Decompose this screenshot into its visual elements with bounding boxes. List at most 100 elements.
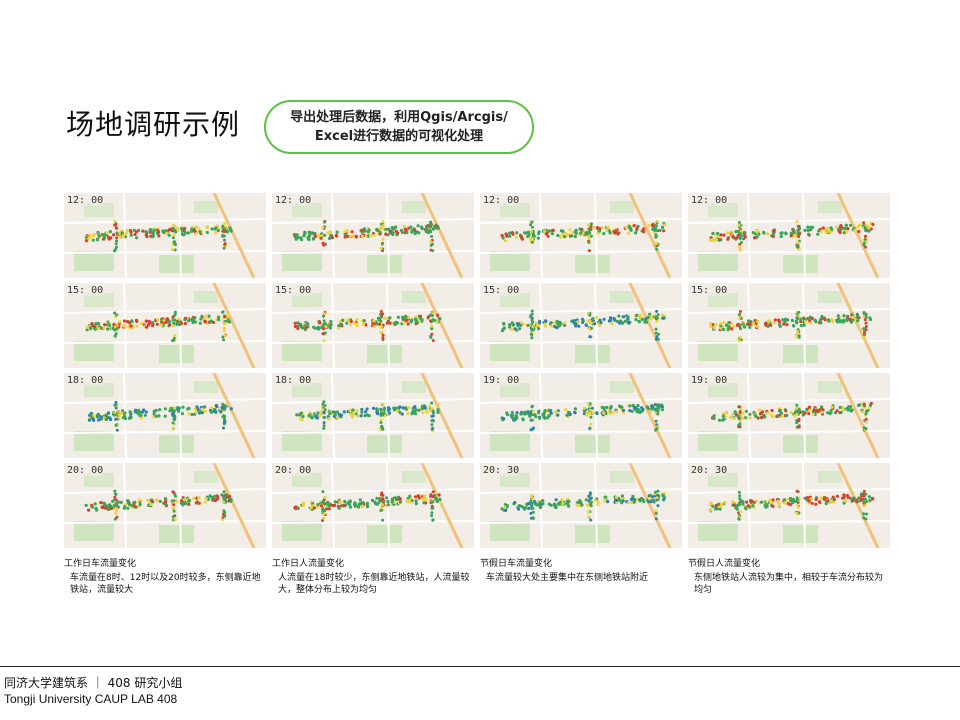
heat-point	[134, 408, 138, 412]
heat-point	[205, 230, 209, 235]
heat-point	[627, 225, 632, 229]
heat-point	[660, 405, 664, 409]
heat-point	[103, 323, 107, 327]
heat-point	[795, 335, 799, 339]
heat-point	[757, 408, 762, 412]
map-park	[292, 203, 322, 217]
heat-point	[211, 498, 215, 502]
map-rail-line	[212, 193, 256, 278]
heat-point	[844, 223, 848, 227]
map-park	[818, 471, 842, 483]
heat-point	[615, 495, 619, 500]
heat-point	[834, 225, 838, 229]
heat-point	[871, 222, 875, 226]
heat-point	[124, 231, 128, 235]
heat-point	[588, 313, 592, 317]
heat-point	[215, 405, 219, 409]
heat-point	[563, 321, 567, 325]
heat-point	[354, 502, 358, 507]
heat-point	[553, 410, 557, 414]
heat-point	[115, 231, 119, 235]
heat-point	[114, 226, 118, 230]
heat-point	[407, 316, 411, 320]
heat-point	[414, 408, 418, 412]
heat-point	[329, 319, 333, 324]
heat-point	[144, 319, 148, 323]
heat-point	[179, 501, 183, 505]
heat-point	[504, 508, 508, 512]
heat-point	[738, 237, 742, 241]
heat-point	[183, 231, 188, 235]
time-label: 18: 00	[67, 375, 104, 386]
footer-divider	[0, 666, 960, 667]
heat-point	[526, 230, 531, 234]
heat-point	[864, 417, 868, 421]
map-road	[64, 250, 266, 254]
time-label: 15: 00	[67, 285, 104, 296]
map-park	[84, 293, 114, 307]
heat-point	[172, 240, 176, 244]
heat-point	[530, 220, 534, 224]
heat-point	[829, 411, 833, 415]
heat-point	[858, 403, 862, 407]
heat-point	[361, 505, 365, 509]
heat-point	[719, 326, 723, 330]
heat-point	[797, 247, 801, 251]
heat-point	[617, 314, 621, 318]
heat-point	[406, 411, 410, 415]
heat-point	[375, 322, 379, 326]
heatmap-panel: 15: 00	[688, 283, 890, 368]
heat-point	[734, 230, 738, 234]
heat-point	[177, 317, 181, 321]
heat-point	[150, 500, 155, 504]
heat-point	[552, 321, 556, 325]
heat-point	[404, 314, 408, 318]
heat-point	[655, 335, 659, 339]
heat-point	[738, 335, 742, 339]
heat-point	[175, 321, 179, 326]
heat-point	[430, 500, 434, 504]
time-label: 12: 00	[275, 195, 312, 206]
heat-point	[381, 333, 385, 337]
heat-point	[371, 406, 376, 410]
heat-point	[429, 494, 433, 498]
heat-point	[431, 518, 435, 522]
heat-point	[321, 226, 325, 230]
heat-point	[627, 501, 631, 505]
heat-point	[379, 421, 383, 424]
heat-point	[214, 226, 218, 230]
heat-point	[431, 506, 435, 510]
heat-point	[527, 506, 531, 510]
heat-point	[414, 502, 418, 506]
time-label: 15: 00	[691, 285, 728, 296]
heat-point	[391, 227, 395, 231]
heat-point	[769, 500, 773, 505]
map-canvas	[272, 373, 474, 458]
heat-point	[795, 489, 799, 493]
heat-point	[386, 499, 390, 504]
heat-point	[654, 227, 657, 231]
heat-point	[809, 497, 813, 501]
map-park	[282, 521, 322, 541]
caption-body: 东侧地铁站人流较为集中，相较于车流分布较为均匀	[694, 573, 884, 595]
heat-point	[380, 242, 384, 246]
heat-point	[388, 316, 392, 320]
heat-point	[513, 327, 517, 331]
heat-point	[116, 500, 121, 504]
heat-point	[381, 518, 385, 522]
heat-point	[842, 493, 846, 497]
heat-point	[648, 493, 652, 497]
heat-point	[304, 325, 308, 329]
heat-point	[159, 323, 164, 327]
heat-point	[310, 415, 314, 419]
heat-point	[422, 501, 426, 505]
heat-point	[322, 319, 326, 323]
heat-point	[794, 234, 798, 238]
map-road	[178, 373, 182, 458]
slide-title: 场地调研示例	[66, 108, 241, 141]
heat-point	[392, 408, 397, 412]
map-road	[64, 520, 266, 524]
heat-point	[105, 231, 109, 235]
heat-point	[435, 320, 439, 324]
heat-point	[171, 427, 175, 431]
